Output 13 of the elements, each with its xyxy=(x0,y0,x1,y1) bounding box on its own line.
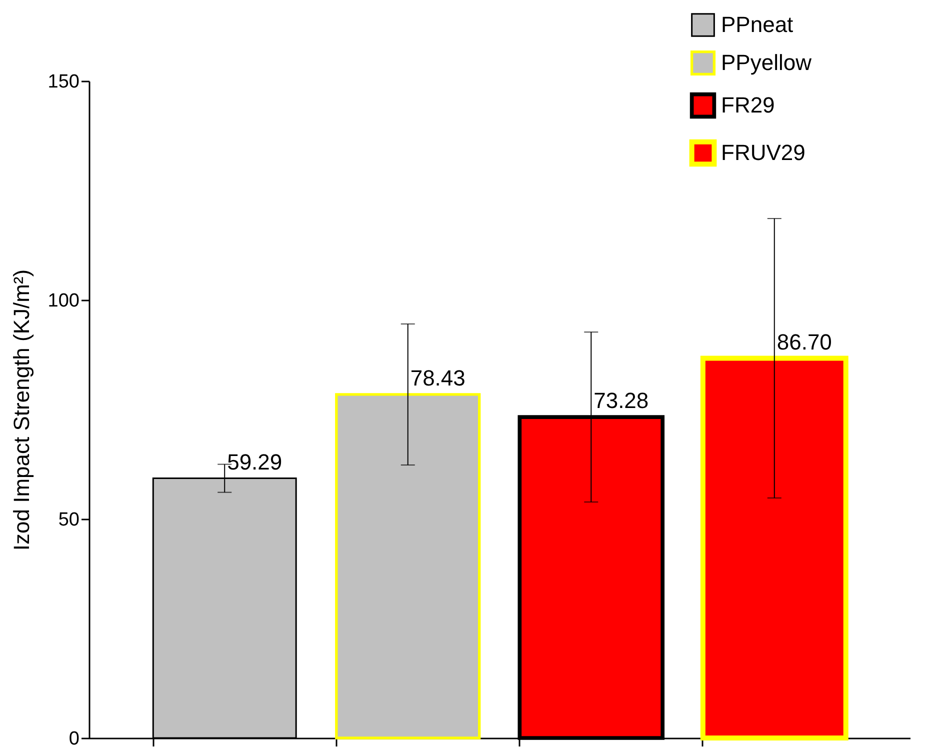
y-tick-label: 50 xyxy=(58,510,80,530)
legend-label: FR29 xyxy=(721,92,775,118)
legend-label: PPneat xyxy=(721,12,794,37)
data-label: 86.70 xyxy=(776,329,832,354)
legend-label: PPyellow xyxy=(721,50,812,75)
data-label: 73.28 xyxy=(594,388,649,414)
y-tick-label: 100 xyxy=(48,290,80,312)
data-label: 78.43 xyxy=(410,365,466,390)
data-label: 59.29 xyxy=(227,449,282,474)
y-axis-title: Izod Impact Strength (KJ/m²) xyxy=(8,269,34,551)
y-tick-label: 0 xyxy=(68,728,80,750)
y-tick-label: 150 xyxy=(48,72,80,92)
legend-label: FRUV29 xyxy=(721,140,806,165)
